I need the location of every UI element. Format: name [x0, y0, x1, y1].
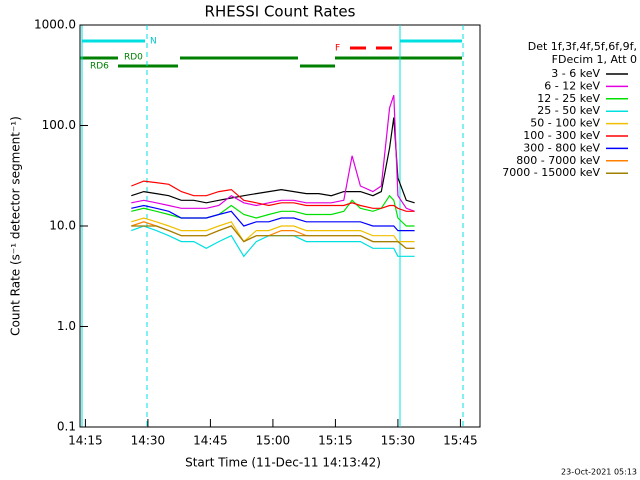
x-tick-label: 14:15	[68, 434, 103, 448]
legend-header: FDecim 1, Att 0	[552, 53, 637, 66]
legend-label: 25 - 50 keV	[537, 104, 600, 117]
legend-label: 800 - 7000 keV	[516, 154, 600, 167]
y-tick-label: 10.0	[49, 219, 76, 233]
chart-title: RHESSI Count Rates	[205, 3, 356, 21]
x-tick-label: 15:00	[256, 434, 291, 448]
legend-header: Det 1f,3f,4f,5f,6f,9f,	[528, 40, 637, 53]
legend-label: 12 - 25 keV	[537, 92, 600, 105]
x-tick-label: 14:30	[131, 434, 166, 448]
legend-label: 7000 - 15000 keV	[502, 166, 600, 179]
legend-label: 50 - 100 keV	[530, 117, 600, 130]
series-line	[131, 180, 415, 212]
y-tick-label: 100.0	[42, 118, 76, 132]
flag-label: F	[335, 44, 340, 54]
y-axis-label: Count Rate (s⁻¹ detector segment⁻¹)	[9, 116, 23, 336]
series-line	[131, 204, 415, 232]
status-bars	[80, 25, 464, 427]
x-tick-label: 14:45	[193, 434, 228, 448]
x-tick-label: 15:45	[443, 434, 478, 448]
y-tick-label: 1.0	[57, 319, 76, 333]
x-tick-label: 15:30	[381, 434, 416, 448]
series-line	[131, 217, 415, 243]
legend-label: 6 - 12 keV	[544, 79, 600, 92]
legend-label: 3 - 6 keV	[551, 67, 600, 80]
y-tick-label: 0.1	[57, 420, 76, 434]
flag-label: RD0	[124, 53, 143, 63]
series-line	[131, 225, 415, 249]
series-line	[131, 95, 415, 212]
footer: 23-Oct-2021 05:13	[561, 468, 637, 477]
x-axis-label: Start Time (11-Dec-11 14:13:42)	[185, 456, 381, 470]
y-tick-label: 1000.0	[34, 18, 76, 32]
legend-label: 100 - 300 keV	[523, 129, 600, 142]
x-tick-label: 15:15	[318, 434, 353, 448]
legend-label: 300 - 800 keV	[523, 141, 600, 154]
series-line	[131, 117, 415, 204]
series-line	[131, 194, 415, 227]
flag-label: RD6	[90, 62, 109, 72]
flag-label: N	[150, 37, 157, 47]
